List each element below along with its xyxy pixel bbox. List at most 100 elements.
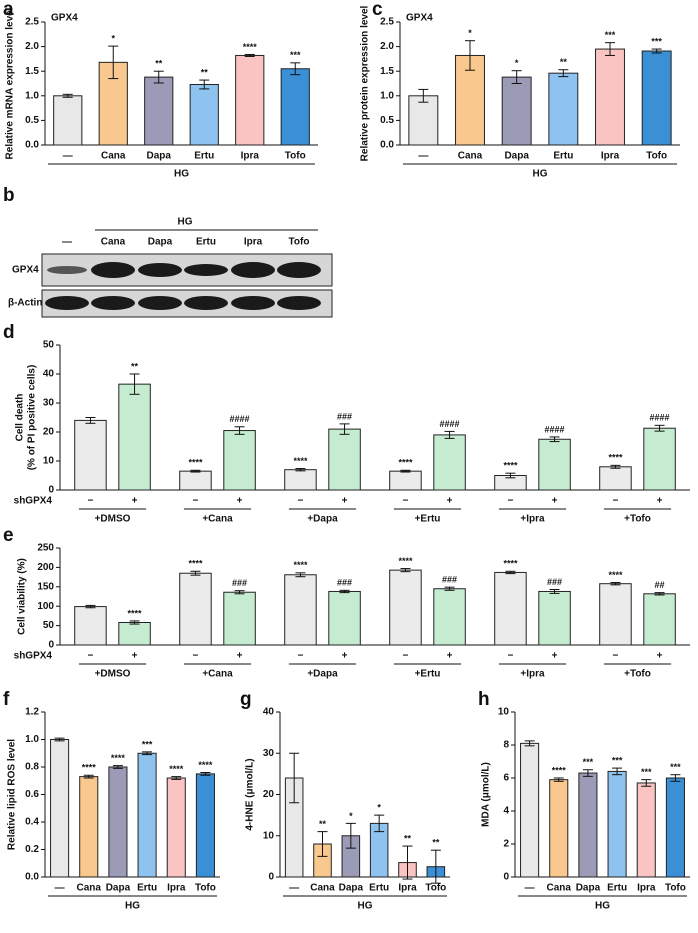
- bar: [408, 95, 439, 146]
- group-label: HG: [533, 169, 548, 180]
- y-tick-label: 1.5: [380, 66, 394, 77]
- legend-entry: −: [403, 496, 409, 507]
- y-tick-label: 4: [503, 806, 509, 817]
- x-tick-label: +Ertu: [415, 514, 441, 525]
- x-tick-label: Tofo: [425, 883, 446, 894]
- x-tick-label: Ertu: [553, 151, 573, 162]
- x-tick-label: Ipra: [601, 151, 620, 162]
- panel-label: g: [240, 689, 252, 710]
- significance-label: *: [111, 33, 115, 43]
- bar: [389, 569, 422, 646]
- bar: [328, 428, 361, 491]
- bar: [595, 48, 625, 146]
- significance-label: ****: [188, 559, 203, 569]
- x-tick-label: Tofo: [285, 151, 306, 162]
- x-tick-label: Ertu: [607, 883, 627, 894]
- y-axis-label: MDA (μmol/L): [481, 762, 492, 827]
- x-tick-label: +Dapa: [307, 669, 338, 680]
- x-tick-label: —: [63, 151, 73, 162]
- significance-label: ****: [293, 456, 308, 466]
- bar: [578, 772, 598, 878]
- x-tick-label: Dapa: [339, 883, 364, 894]
- bar: [641, 50, 672, 146]
- significance-label: **: [155, 59, 163, 69]
- lane-label: Dapa: [148, 237, 173, 248]
- y-tick-label: 1.0: [25, 734, 39, 745]
- legend-entry: −: [613, 651, 619, 662]
- bar: [433, 434, 466, 491]
- significance-label: ****: [169, 764, 184, 774]
- bar: [284, 469, 317, 491]
- significance-label: ###: [337, 411, 352, 421]
- x-tick-label: Cana: [101, 151, 126, 162]
- significance-label: **: [319, 819, 327, 829]
- y-tick-label: 250: [37, 543, 54, 554]
- band: [45, 296, 89, 310]
- y-tick-label: 2.0: [380, 41, 394, 52]
- significance-label: **: [404, 833, 412, 843]
- legend-title: shGPX4: [14, 496, 53, 507]
- y-tick-label: 50: [43, 620, 55, 631]
- bar: [223, 591, 256, 646]
- x-tick-label: +Tofo: [624, 514, 651, 525]
- y-tick-label: 50: [43, 340, 55, 351]
- x-tick-label: Dapa: [147, 151, 172, 162]
- legend-entry: +: [132, 496, 138, 507]
- band: [277, 262, 321, 278]
- band: [231, 296, 275, 310]
- western-blot: b HG — Cana Dapa Ertu Ipra Tofo GPX4 β-A…: [3, 185, 333, 318]
- y-tick-label: 200: [37, 562, 54, 573]
- panel-label: b: [3, 185, 15, 206]
- bar: [538, 590, 571, 646]
- y-tick-label: 2.5: [380, 17, 394, 28]
- x-tick-label: Cana: [310, 883, 335, 894]
- x-tick-label: Ipra: [637, 883, 656, 894]
- legend-entry: +: [237, 651, 243, 662]
- bar: [643, 427, 676, 491]
- x-tick-label: —: [289, 883, 299, 894]
- x-tick-label: Cana: [77, 883, 102, 894]
- bar: [74, 419, 107, 491]
- chart-annotation: GPX4: [51, 13, 78, 24]
- legend-entry: −: [508, 496, 514, 507]
- y-axis-label: Cell death: [15, 394, 26, 442]
- lane-label: —: [62, 237, 72, 248]
- x-tick-label: Ipra: [241, 151, 260, 162]
- y-axis-label: Relative protein expression level: [360, 5, 371, 161]
- x-tick-label: —: [525, 883, 535, 894]
- bar: [284, 574, 317, 646]
- lane-label: Cana: [101, 237, 126, 248]
- x-tick-label: +Dapa: [307, 514, 338, 525]
- y-tick-label: 1.5: [25, 66, 39, 77]
- significance-label: ####: [440, 419, 460, 429]
- legend-entry: −: [88, 496, 94, 507]
- y-tick-label: 0: [503, 872, 509, 883]
- y-tick-label: 8: [503, 740, 509, 751]
- significance-label: *: [468, 28, 472, 38]
- row-label: GPX4: [12, 265, 39, 276]
- y-axis-label: Relative lipid ROS level: [7, 739, 18, 850]
- bands: [45, 262, 321, 310]
- x-tick-label: Tofo: [195, 883, 216, 894]
- bar: [549, 779, 569, 878]
- significance-label: ***: [651, 36, 662, 46]
- significance-label: ****: [293, 560, 308, 570]
- y-tick-label: 0.0: [25, 140, 39, 151]
- lane-label: Tofo: [289, 237, 310, 248]
- x-tick-label: Ipra: [167, 883, 186, 894]
- y-tick-label: 40: [43, 369, 55, 380]
- bar: [223, 430, 256, 491]
- x-tick-label: Tofo: [646, 151, 667, 162]
- group-label: HG: [595, 901, 610, 912]
- y-tick-label: 2: [503, 839, 509, 850]
- legend-entry: −: [193, 651, 199, 662]
- panel-label: c: [372, 0, 383, 20]
- legend-entry: +: [342, 651, 348, 662]
- panel-label: h: [478, 689, 490, 710]
- bar: [50, 739, 70, 878]
- legend-entry: −: [298, 651, 304, 662]
- y-tick-label: 10: [263, 830, 275, 841]
- y-tick-label: 20: [263, 789, 275, 800]
- chart-annotation: GPX4: [406, 13, 433, 24]
